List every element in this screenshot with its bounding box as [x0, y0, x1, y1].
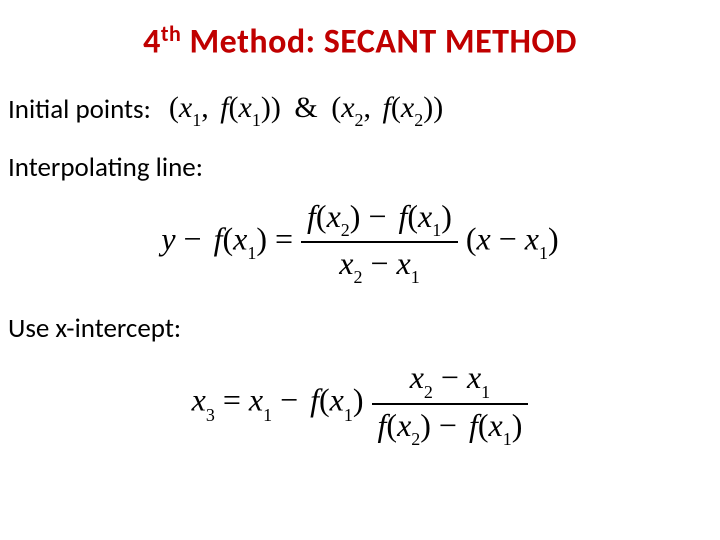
p2-fxi: 2: [414, 110, 423, 130]
p2-x: x: [341, 91, 354, 124]
le-num-f2xi: 2: [341, 220, 350, 240]
le-rhs-x1i: 1: [539, 243, 548, 263]
ie-den-f2open: (: [386, 407, 397, 443]
ie-rhs-fopen: (: [319, 382, 330, 418]
ie-rhs-f: f: [310, 382, 319, 418]
ie-num-x2: x: [410, 359, 424, 395]
intercept-equation: x3 = x1 − f(x1) x2 − x1 f(x2) − f(x1): [0, 359, 720, 448]
le-rhs-open: (: [466, 220, 477, 256]
le-num-f2open: (: [316, 198, 327, 234]
ie-den-f1close: ): [512, 407, 523, 443]
le-lhs-fopen: (: [222, 220, 233, 256]
ie-den-f2close: ): [420, 407, 431, 443]
le-lhs-fclose: ): [256, 220, 267, 256]
ie-den-f1open: (: [478, 407, 489, 443]
le-rhs-minus: −: [491, 220, 525, 256]
p1-xi: 1: [192, 110, 201, 130]
p1-open: (: [169, 91, 179, 124]
ie-num: x2 − x1: [372, 359, 529, 404]
le-lhs-fxi: 1: [247, 243, 256, 263]
ie-den-f1xi: 1: [503, 429, 512, 449]
le-num-f1close: ): [441, 198, 452, 234]
le-rhs-close: ): [548, 220, 559, 256]
p1-fxi: 1: [252, 110, 261, 130]
ie-num-x1i: 1: [481, 382, 490, 402]
ie-rhs-fclose: ): [353, 382, 364, 418]
p1-fopen: (: [229, 91, 239, 124]
ie-num-minus: −: [433, 359, 467, 395]
ampersand: &: [288, 91, 323, 124]
ie-rhs-fxi: 1: [344, 405, 353, 425]
p1-fx: x: [239, 91, 252, 124]
use-intercept-label: Use x-intercept:: [8, 312, 720, 345]
title-rest: Method: SECANT METHOD: [181, 22, 577, 63]
p2-fx: x: [401, 91, 414, 124]
p2-fopen: (: [391, 91, 401, 124]
le-den-minus: −: [362, 245, 396, 281]
ie-den: f(x2) − f(x1): [372, 405, 529, 448]
p2-open: (: [331, 91, 341, 124]
ie-eq: =: [215, 382, 249, 418]
ie-den-f2xi: 2: [411, 429, 420, 449]
p2-sep: ,: [364, 91, 379, 124]
initial-points-row: Initial points: (x1, f(x1)) & (x2, f(x2)…: [0, 91, 720, 129]
ie-lhs-x3: x: [192, 382, 206, 418]
p1-close: ): [271, 91, 281, 124]
p2-f: f: [383, 91, 391, 124]
le-den-x1: x: [396, 245, 410, 281]
le-lhs-minus: −: [176, 220, 210, 256]
ie-lhs-x3i: 3: [206, 405, 215, 425]
le-fraction: f(x2) − f(x1) x2 − x1: [301, 198, 458, 287]
le-num-f1open: (: [407, 198, 418, 234]
p2-close: ): [433, 91, 443, 124]
le-den-x2: x: [339, 245, 353, 281]
p1-f: f: [220, 91, 228, 124]
le-num-minus: −: [360, 198, 394, 234]
interpolating-line-label: Interpolating line:: [8, 151, 720, 184]
p1-fclose: ): [261, 91, 271, 124]
ie-rhs-x1i: 1: [263, 405, 272, 425]
initial-points-math: (x1, f(x1)) & (x2, f(x2)): [169, 91, 443, 129]
ie-rhs-minus1: −: [272, 382, 306, 418]
p2-fclose: ): [423, 91, 433, 124]
p1-sep: ,: [201, 91, 216, 124]
le-num: f(x2) − f(x1): [301, 198, 458, 243]
le-den: x2 − x1: [301, 243, 458, 286]
slide: 4th Method: SECANT METHOD Initial points…: [0, 0, 720, 540]
ie-num-x1: x: [467, 359, 481, 395]
le-den-x1i: 1: [411, 267, 420, 287]
le-rhs-x1: x: [525, 220, 539, 256]
ie-rhs-x1: x: [249, 382, 263, 418]
le-num-f1xi: 1: [432, 220, 441, 240]
le-num-f1x: x: [418, 198, 432, 234]
ie-fraction: x2 − x1 f(x2) − f(x1): [372, 359, 529, 448]
le-num-f2x: x: [327, 198, 341, 234]
title-ordinal: 4: [143, 22, 161, 63]
ie-den-minus: −: [431, 407, 465, 443]
ie-num-x2i: 2: [424, 382, 433, 402]
p2-xi: 2: [355, 110, 364, 130]
ie-den-f1x: x: [489, 407, 503, 443]
p1-x: x: [179, 91, 192, 124]
ie-den-f2x: x: [397, 407, 411, 443]
ie-rhs-fx: x: [330, 382, 344, 418]
interpolating-line-equation: y − f(x1) = f(x2) − f(x1) x2 − x1 (x − x…: [0, 198, 720, 287]
le-den-x2i: 2: [353, 267, 362, 287]
title-ordinal-suffix: th: [161, 20, 181, 47]
le-lhs-y: y: [161, 220, 175, 256]
le-num-f2close: ): [350, 198, 361, 234]
slide-title: 4th Method: SECANT METHOD: [0, 20, 720, 63]
le-lhs-fx: x: [233, 220, 247, 256]
initial-points-label: Initial points:: [8, 93, 151, 126]
le-num-f2: f: [307, 198, 316, 234]
le-eq: =: [267, 220, 301, 256]
ie-den-f1: f: [469, 407, 478, 443]
le-rhs-x: x: [477, 220, 491, 256]
